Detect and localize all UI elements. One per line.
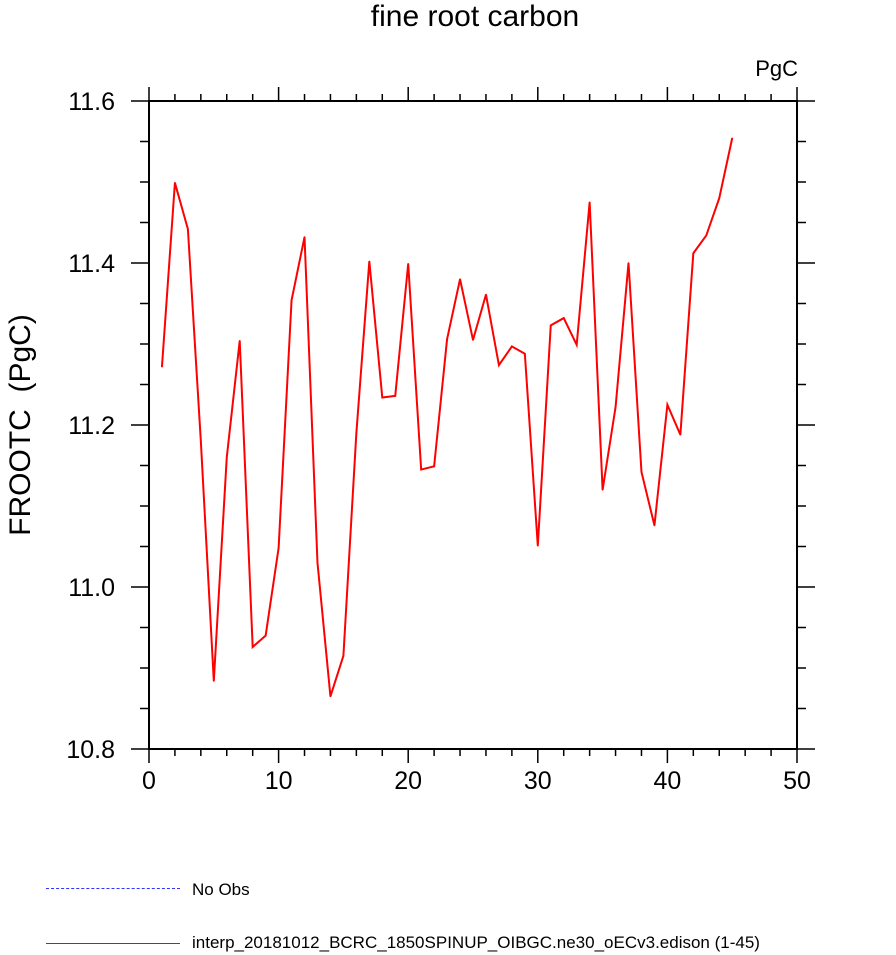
y-tick-label: 11.0: [68, 574, 115, 602]
series-point: [731, 137, 733, 140]
x-tick-label: 20: [394, 767, 422, 795]
series-point: [213, 680, 215, 682]
series-point: [614, 406, 617, 408]
series-point: [653, 524, 656, 527]
series-point: [640, 471, 643, 473]
units-label: PgC: [755, 56, 798, 81]
series-point: [381, 396, 384, 399]
series-point: [368, 260, 371, 263]
series-point: [446, 338, 448, 340]
plot-frame: [148, 100, 798, 750]
series-point: [472, 339, 474, 341]
series-point: [511, 345, 513, 348]
legend-swatch-no-obs: [46, 888, 180, 889]
series-point: [329, 695, 332, 698]
axis-tick-labels: 0 10 20 30 40 50 10.8 11.0 11.2 11.4 11.6: [66, 88, 811, 795]
series-point: [251, 646, 254, 648]
series-point: [718, 197, 721, 199]
series-line: [160, 138, 734, 697]
y-tick-label: 10.8: [66, 736, 115, 764]
series-point: [200, 440, 202, 443]
series-point: [264, 634, 267, 637]
series-point: [303, 236, 306, 238]
series-point: [485, 293, 487, 296]
series-point: [238, 339, 241, 342]
chart-title: fine root carbon: [371, 0, 579, 33]
series-point: [342, 655, 345, 657]
series-point: [225, 456, 228, 459]
y-tick-label: 11.2: [68, 412, 115, 440]
series-point: [692, 252, 695, 255]
series-point: [627, 262, 630, 264]
series-point: [355, 432, 358, 434]
series-group: [160, 137, 734, 698]
series-point: [666, 403, 669, 406]
series-point: [679, 433, 682, 436]
series-point: [524, 352, 526, 355]
x-tick-label: 50: [783, 767, 811, 795]
x-tick-label: 0: [142, 767, 156, 795]
series-point: [562, 317, 565, 319]
series-point: [161, 365, 163, 368]
legend-label-no-obs: No Obs: [192, 880, 250, 899]
x-tick-label: 10: [265, 767, 293, 795]
legend-swatch-series: [46, 943, 180, 944]
axis-ticks: [131, 87, 815, 763]
series-point: [394, 395, 397, 397]
series-point: [575, 344, 578, 346]
series-point: [316, 561, 319, 564]
series-point: [537, 544, 539, 547]
series-point: [290, 299, 293, 302]
y-axis-label: FROOTC (PgC): [4, 314, 37, 536]
series-point: [498, 364, 500, 366]
series-point: [705, 234, 708, 237]
series-point: [407, 263, 410, 265]
series-point: [174, 182, 176, 184]
series-point: [420, 468, 422, 471]
series-point: [433, 465, 435, 468]
series-point: [588, 201, 591, 204]
y-tick-label: 11.6: [68, 88, 115, 116]
series-point: [601, 489, 604, 491]
series-point: [459, 278, 461, 281]
x-tick-label: 40: [653, 767, 681, 795]
series-point: [549, 324, 552, 327]
y-tick-label: 11.4: [68, 250, 115, 278]
x-tick-label: 30: [524, 767, 552, 795]
series-point: [277, 547, 280, 549]
series-point: [187, 228, 189, 230]
legend-label-series: interp_20181012_BCRC_1850SPINUP_OIBGC.ne…: [192, 933, 760, 952]
